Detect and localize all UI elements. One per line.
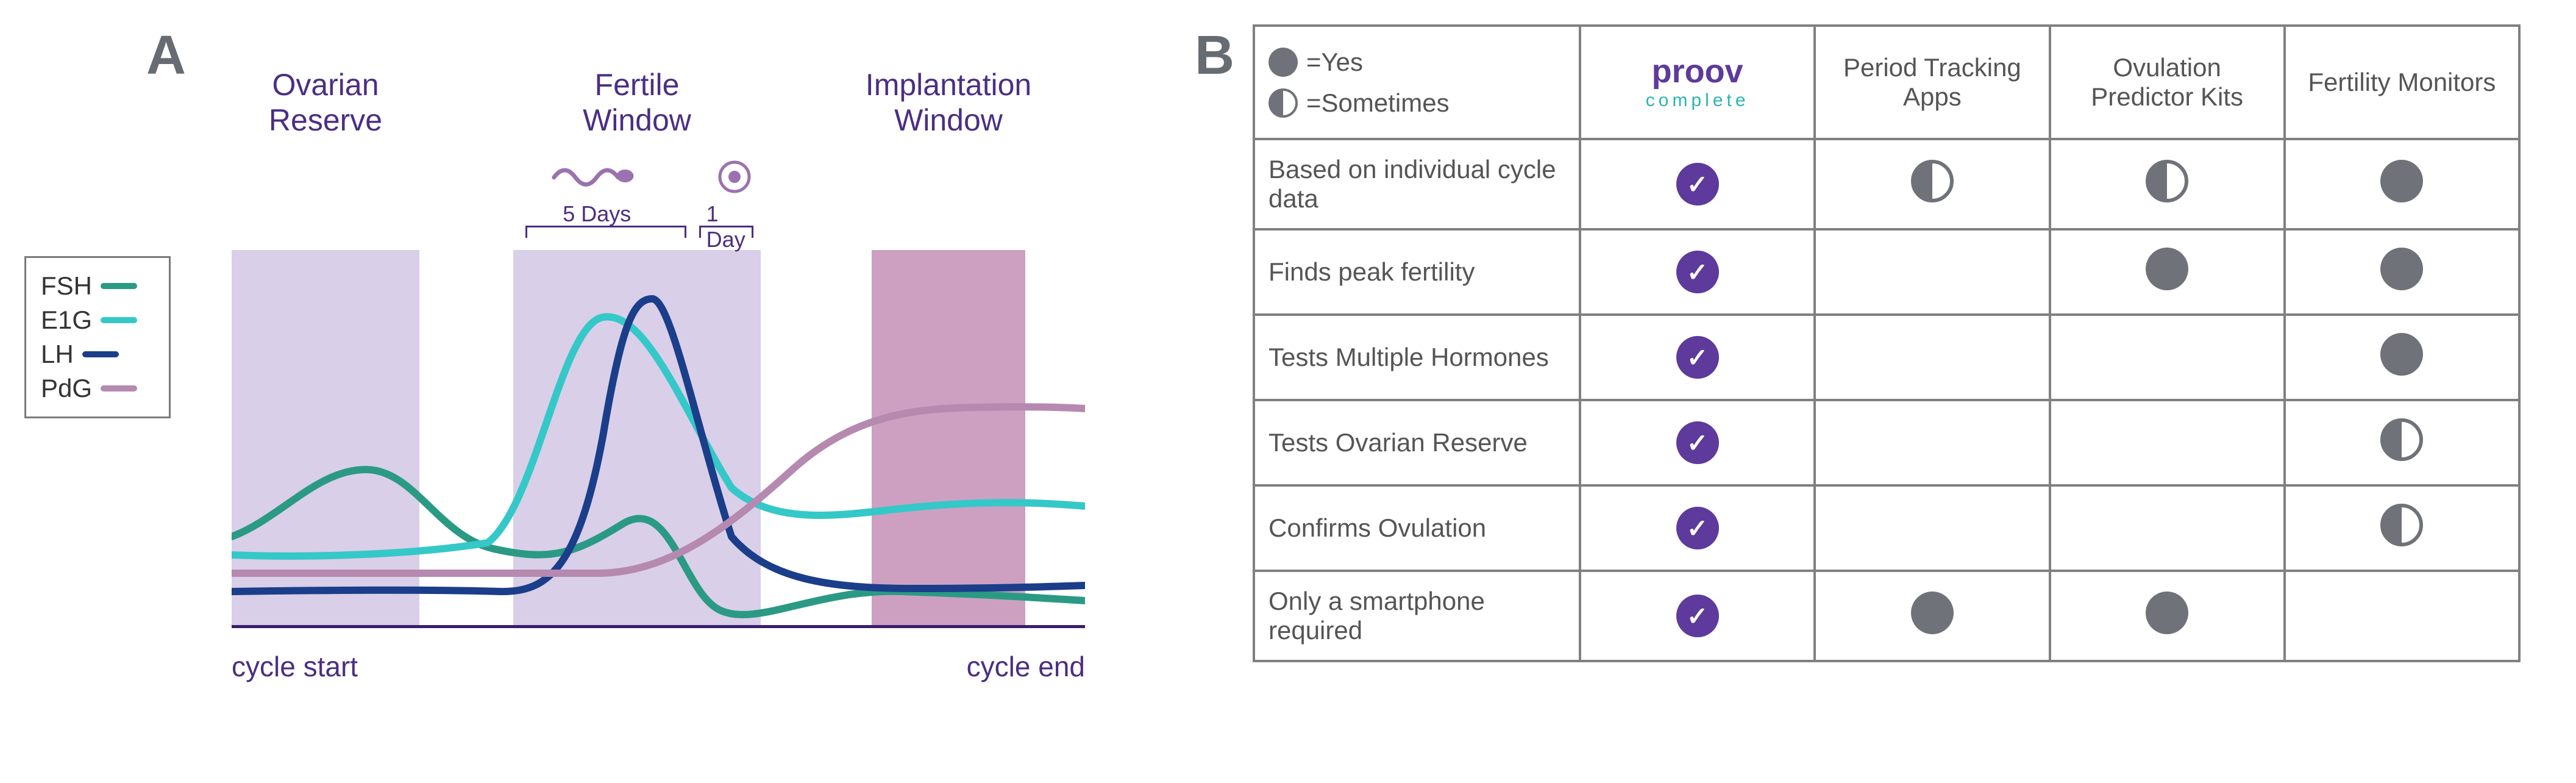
check-icon: ✓ — [1676, 336, 1719, 379]
cell: ✓ — [1580, 485, 1815, 571]
table-row: Only a smartphone required ✓ — [1254, 571, 2519, 661]
cell: ✓ — [1580, 571, 1815, 661]
cell — [2050, 400, 2285, 485]
check-icon: ✓ — [1676, 251, 1719, 293]
check-icon: ✓ — [1676, 421, 1719, 464]
cell: ✓ — [1580, 315, 1815, 400]
table-row: Finds peak fertility ✓ — [1254, 229, 2519, 315]
table-row: Tests Multiple Hormones ✓ — [1254, 315, 2519, 400]
cell — [2050, 485, 2285, 571]
col-header-monitors: Fertility Monitors — [2285, 26, 2519, 139]
legend-label: PdG — [41, 374, 92, 403]
yes-icon — [1911, 592, 1954, 634]
sublabel-1day: 1 Day — [706, 201, 761, 252]
half-icon — [2146, 160, 2188, 202]
legend-label: E1G — [41, 306, 92, 335]
cell — [2285, 139, 2519, 229]
col-header-apps: Period Tracking Apps — [1815, 26, 2049, 139]
check-icon: ✓ — [1676, 595, 1719, 637]
axis-start-label: cycle start — [232, 650, 358, 683]
cell — [2050, 139, 2285, 229]
cell — [1815, 485, 2049, 571]
cell — [2285, 571, 2519, 661]
half-icon — [1911, 160, 1954, 202]
proov-logo: proovcomplete — [1595, 55, 1800, 110]
cell — [1815, 400, 2049, 485]
cell — [2285, 485, 2519, 571]
cell — [1815, 229, 2049, 315]
row-label: Finds peak fertility — [1254, 229, 1580, 315]
curve-pdg — [232, 407, 1085, 573]
cell — [2050, 315, 2285, 400]
legend-item-lh: LH — [41, 337, 154, 371]
cell — [2285, 315, 2519, 400]
panel-b: =Yes=Sometimes proovcomplete Period Tracki… — [1253, 24, 2521, 662]
curve-lh — [232, 299, 1085, 592]
legend-item-fsh: FSH — [41, 269, 154, 303]
region-title: ImplantationWindow — [866, 67, 1031, 138]
hormone-legend: FSH E1G LH PdG — [24, 256, 171, 418]
egg-icon — [716, 159, 753, 195]
yes-label: =Yes — [1306, 41, 1363, 82]
legend-label: LH — [41, 340, 74, 369]
col-header-opk: Ovulation Predictor Kits — [2050, 26, 2285, 139]
yes-icon — [2146, 248, 2188, 290]
sometimes-icon — [1268, 88, 1298, 118]
yes-icon — [2380, 160, 2423, 202]
cell — [1815, 571, 2049, 661]
yes-icon — [2380, 333, 2423, 376]
legend-label: FSH — [41, 271, 92, 301]
region-title: OvarianReserve — [269, 67, 382, 138]
row-label: Confirms Ovulation — [1254, 485, 1580, 571]
bracket-5days — [525, 226, 686, 238]
table-row: Based on individual cycle data ✓ — [1254, 139, 2519, 229]
cell — [2050, 571, 2285, 661]
row-label: Tests Ovarian Reserve — [1254, 400, 1580, 485]
cell — [2285, 229, 2519, 315]
cell — [1815, 139, 2049, 229]
col-header-proov: proovcomplete — [1580, 26, 1815, 139]
check-icon: ✓ — [1676, 507, 1719, 549]
cell — [2050, 229, 2285, 315]
row-label: Only a smartphone required — [1254, 571, 1580, 661]
panel-b-wrap: B =Yes=Sometimes proovcomplete Period Trac… — [1195, 24, 2521, 662]
yes-icon — [2146, 592, 2188, 634]
curve-e1g — [232, 317, 1085, 556]
yes-icon — [2380, 248, 2423, 290]
legend-item-pdg: PdG — [41, 371, 154, 406]
legend-swatch — [101, 317, 137, 323]
hormone-chart: ImplantationWindowFertileWindow5 Days1 D… — [232, 250, 1085, 628]
yes-icon — [1268, 48, 1298, 77]
panel-a: A FSHE1GLHPdG ImplantationWindowFertileW… — [24, 24, 1122, 744]
cell: ✓ — [1580, 139, 1815, 229]
half-icon — [2380, 504, 2423, 546]
panel-a-label: A — [146, 24, 186, 87]
table-legend-cell: =Yes=Sometimes — [1254, 26, 1580, 139]
table-row: Tests Ovarian Reserve ✓ — [1254, 400, 2519, 485]
region-title: FertileWindow — [583, 67, 691, 138]
table-row: Confirms Ovulation ✓ — [1254, 485, 2519, 571]
row-label: Tests Multiple Hormones — [1254, 315, 1580, 400]
comparison-table: =Yes=Sometimes proovcomplete Period Tracki… — [1253, 24, 2521, 662]
panel-b-label: B — [1195, 24, 1234, 87]
legend-swatch — [82, 351, 119, 357]
cell — [2285, 400, 2519, 485]
legend-item-e1g: E1G — [41, 303, 154, 337]
legend-swatch — [101, 283, 137, 289]
sublabel-5days: 5 Days — [563, 201, 631, 227]
legend-swatch — [101, 385, 137, 392]
axis-end-label: cycle end — [967, 650, 1085, 683]
sperm-icon — [550, 159, 636, 189]
cell: ✓ — [1580, 400, 1815, 485]
sometimes-label: =Sometimes — [1306, 82, 1450, 123]
chart-svg — [232, 250, 1085, 628]
half-icon — [2380, 418, 2423, 461]
cell: ✓ — [1580, 229, 1815, 315]
cell — [1815, 315, 2049, 400]
row-label: Based on individual cycle data — [1254, 139, 1580, 229]
check-icon: ✓ — [1676, 163, 1719, 206]
